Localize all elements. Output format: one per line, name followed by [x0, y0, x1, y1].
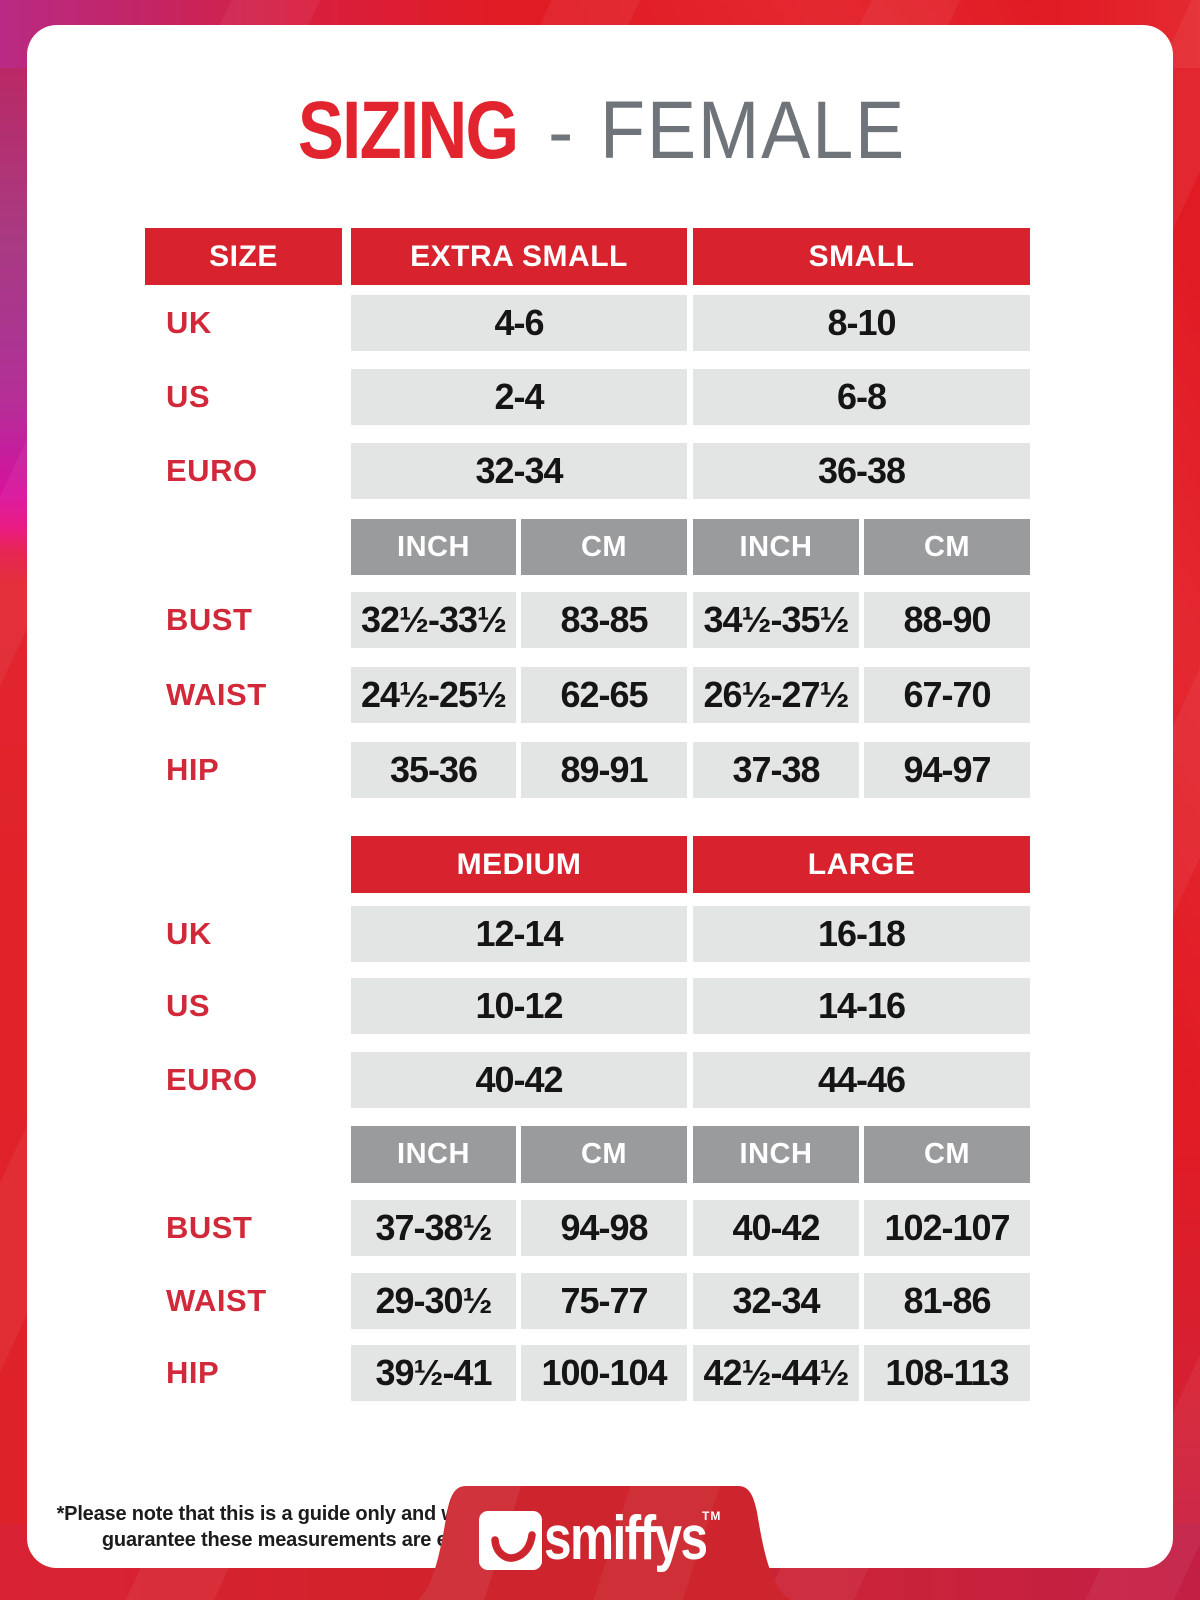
title-female: FEMALE	[600, 85, 907, 176]
row-label-us: US	[166, 988, 211, 1023]
cell-bust-m-cm: 94-98	[521, 1200, 687, 1256]
cell-hip-l-cm: 108-113	[864, 1345, 1030, 1401]
footer-note-line2: guarantee these measurements are exact.	[101, 1529, 493, 1551]
unit-header-cm: CM	[864, 519, 1030, 575]
unit-header-inch: INCH	[351, 1126, 516, 1183]
cell-us-s: 6-8	[693, 369, 1030, 425]
title-dash: -	[547, 90, 574, 175]
cell-uk-s: 8-10	[693, 295, 1030, 351]
cell-bust-m-inch: 37-38½	[351, 1200, 516, 1256]
table1-col-header-small: SMALL	[693, 228, 1030, 285]
smile-icon	[491, 1531, 536, 1562]
cell-euro-xs: 32-34	[351, 443, 687, 499]
table-row: BUST 37-38½ 94-98 40-42 102-107	[0, 1200, 1200, 1256]
row-label-us: US	[166, 379, 211, 414]
cell-bust-l-cm: 102-107	[864, 1200, 1030, 1256]
table2-unit-header-row: INCH CM INCH CM	[0, 1126, 1200, 1183]
cell-waist-s-cm: 67-70	[864, 667, 1030, 723]
cell-bust-xs-cm: 83-85	[521, 592, 687, 648]
row-label-hip: HIP	[166, 752, 220, 787]
cell-us-l: 14-16	[693, 978, 1030, 1034]
cell-waist-l-inch: 32-34	[693, 1273, 859, 1329]
cell-bust-l-inch: 40-42	[693, 1200, 859, 1256]
row-label-uk: UK	[166, 305, 212, 340]
cell-euro-m: 40-42	[351, 1052, 687, 1108]
row-label-hip: HIP	[166, 1355, 220, 1390]
unit-header-inch: INCH	[693, 1126, 859, 1183]
smiffys-logo-mark	[479, 1511, 542, 1570]
table-row: WAIST 29-30½ 75-77 32-34 81-86	[0, 1273, 1200, 1329]
row-label-euro: EURO	[166, 1062, 258, 1097]
cell-hip-xs-inch: 35-36	[351, 742, 516, 798]
cell-waist-xs-cm: 62-65	[521, 667, 687, 723]
cell-waist-l-cm: 81-86	[864, 1273, 1030, 1329]
cell-waist-m-inch: 29-30½	[351, 1273, 516, 1329]
unit-header-cm: CM	[521, 1126, 687, 1183]
cell-euro-s: 36-38	[693, 443, 1030, 499]
cell-hip-l-inch: 42½-44½	[693, 1345, 859, 1401]
table1-col-header-extra-small: EXTRA SMALL	[351, 228, 687, 285]
unit-header-inch: INCH	[693, 519, 859, 575]
cell-us-m: 10-12	[351, 978, 687, 1034]
cell-waist-xs-inch: 24½-25½	[351, 667, 516, 723]
cell-hip-xs-cm: 89-91	[521, 742, 687, 798]
cell-hip-m-cm: 100-104	[521, 1345, 687, 1401]
cell-bust-s-cm: 88-90	[864, 592, 1030, 648]
cell-hip-m-inch: 39½-41	[351, 1345, 516, 1401]
row-label-waist: WAIST	[166, 1283, 267, 1318]
table1-unit-header-row: INCH CM INCH CM	[0, 519, 1200, 575]
table2-header-row: MEDIUM LARGE	[0, 836, 1200, 893]
cell-uk-xs: 4-6	[351, 295, 687, 351]
table-row: UK 12-14 16-18	[0, 906, 1200, 962]
trademark-mark: TM	[702, 1509, 722, 1523]
cell-euro-l: 44-46	[693, 1052, 1030, 1108]
unit-header-inch: INCH	[351, 519, 516, 575]
unit-header-cm: CM	[864, 1126, 1030, 1183]
table-row: EURO 40-42 44-46	[0, 1052, 1200, 1108]
cell-waist-s-inch: 26½-27½	[693, 667, 859, 723]
title-sizing: SIZING	[297, 85, 519, 176]
table1-header-row: SIZE EXTRA SMALL SMALL	[0, 228, 1200, 285]
table2-col-header-medium: MEDIUM	[351, 836, 687, 893]
table-row: HIP 39½-41 100-104 42½-44½ 108-113	[0, 1345, 1200, 1401]
table-row: EURO 32-34 36-38	[0, 443, 1200, 499]
table-row: HIP 35-36 89-91 37-38 94-97	[0, 742, 1200, 798]
table-row: WAIST 24½-25½ 62-65 26½-27½ 67-70	[0, 667, 1200, 723]
footer-note-line1: *Please note that this is a guide only a…	[56, 1503, 538, 1525]
table2-col-header-large: LARGE	[693, 836, 1030, 893]
unit-header-cm: CM	[521, 519, 687, 575]
row-label-waist: WAIST	[166, 677, 267, 712]
cell-us-xs: 2-4	[351, 369, 687, 425]
cell-hip-s-cm: 94-97	[864, 742, 1030, 798]
row-label-uk: UK	[166, 916, 212, 951]
cell-bust-xs-inch: 32½-33½	[351, 592, 516, 648]
table1-corner-header: SIZE	[145, 228, 342, 285]
table-row: US 2-4 6-8	[0, 369, 1200, 425]
table-row: UK 4-6 8-10	[0, 295, 1200, 351]
row-label-bust: BUST	[166, 602, 253, 637]
cell-waist-m-cm: 75-77	[521, 1273, 687, 1329]
table-row: US 10-12 14-16	[0, 978, 1200, 1034]
row-label-bust: BUST	[166, 1210, 253, 1245]
page-title: SIZING - FEMALE	[0, 84, 1200, 178]
cell-uk-m: 12-14	[351, 906, 687, 962]
smiffys-logo-text: smiffys	[544, 1504, 708, 1573]
footer-note: *Please note that this is a guide only a…	[37, 1501, 557, 1553]
row-label-euro: EURO	[166, 453, 258, 488]
cell-bust-s-inch: 34½-35½	[693, 592, 859, 648]
table-row: BUST 32½-33½ 83-85 34½-35½ 88-90	[0, 592, 1200, 648]
cell-uk-l: 16-18	[693, 906, 1030, 962]
cell-hip-s-inch: 37-38	[693, 742, 859, 798]
